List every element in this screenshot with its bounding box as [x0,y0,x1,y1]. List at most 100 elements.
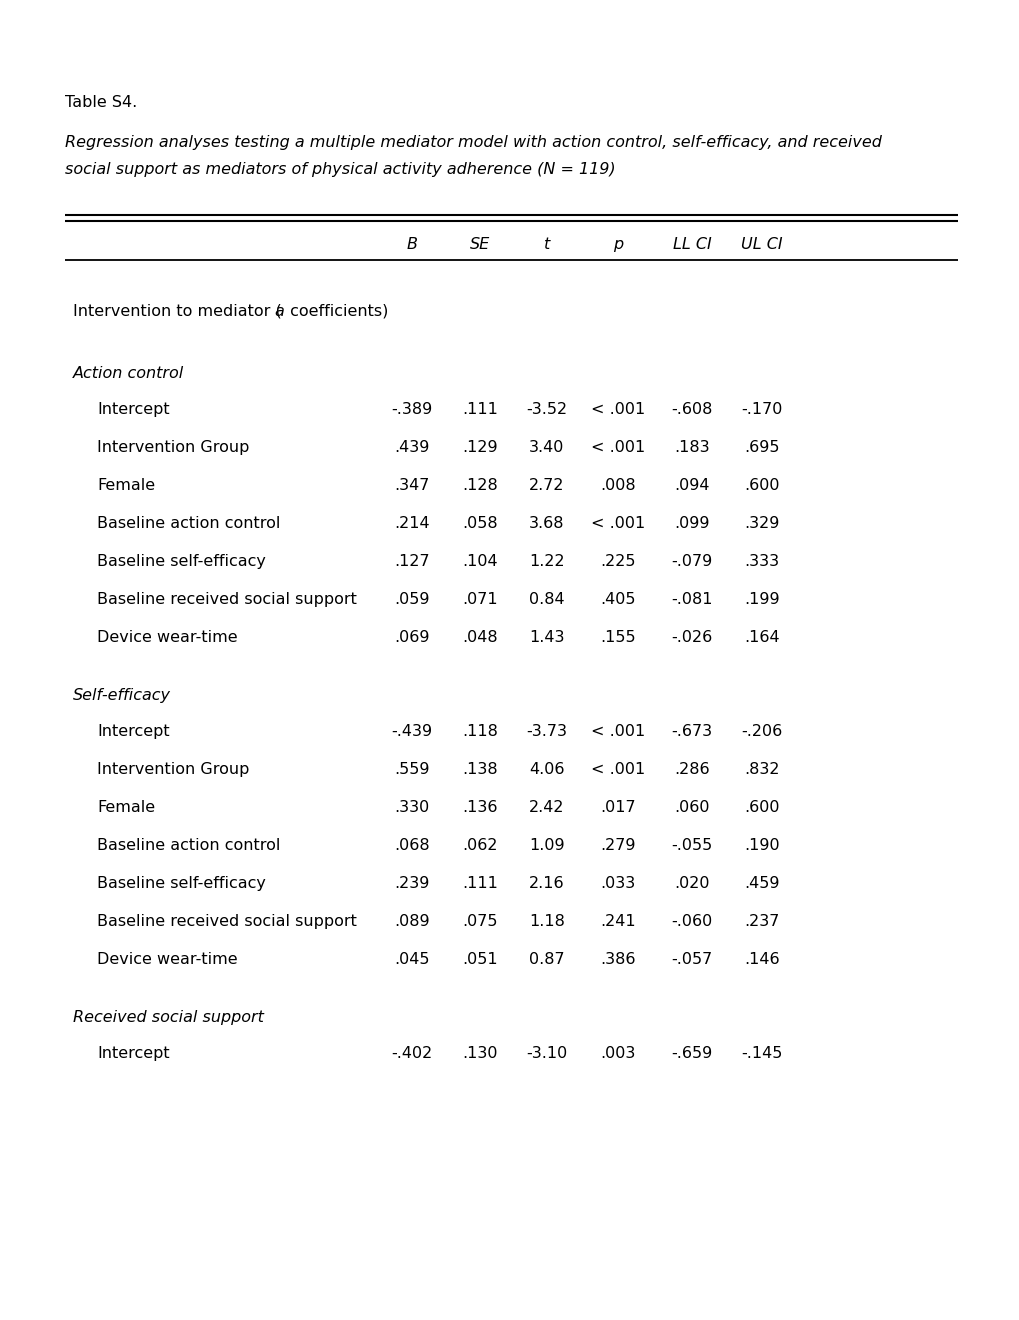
Text: .279: .279 [599,838,635,853]
Text: SE: SE [470,238,490,252]
Text: Female: Female [97,800,155,814]
Text: .060: .060 [674,800,709,814]
Text: a: a [274,304,283,319]
Text: .111: .111 [462,403,497,417]
Text: .199: .199 [744,591,780,607]
Text: .439: .439 [394,440,429,455]
Text: .214: .214 [393,516,429,531]
Text: LL CI: LL CI [672,238,710,252]
Text: 1.43: 1.43 [529,630,565,645]
Text: p: p [612,238,623,252]
Text: .068: .068 [393,838,429,853]
Text: Baseline action control: Baseline action control [97,838,280,853]
Text: t: t [543,238,549,252]
Text: .099: .099 [674,516,709,531]
Text: coefficients): coefficients) [284,304,388,319]
Text: Action control: Action control [73,366,184,381]
Text: Intervention Group: Intervention Group [97,762,249,777]
Text: Baseline received social support: Baseline received social support [97,591,357,607]
Text: Device wear-time: Device wear-time [97,630,237,645]
Text: -.060: -.060 [671,913,712,929]
Text: .832: .832 [744,762,779,777]
Text: social support as mediators of physical activity adherence (N = 119): social support as mediators of physical … [65,162,615,177]
Text: .286: .286 [674,762,709,777]
Text: -.145: -.145 [741,1045,782,1061]
Text: .136: .136 [462,800,497,814]
Text: 3.68: 3.68 [529,516,565,531]
Text: -3.73: -3.73 [526,723,567,739]
Text: .033: .033 [600,876,635,891]
Text: .008: .008 [599,478,635,492]
Text: -.079: -.079 [671,554,712,569]
Text: .130: .130 [462,1045,497,1061]
Text: .600: .600 [744,800,779,814]
Text: .600: .600 [744,478,779,492]
Text: .104: .104 [462,554,497,569]
Text: .062: .062 [462,838,497,853]
Text: Regression analyses testing a multiple mediator model with action control, self-: Regression analyses testing a multiple m… [65,135,881,150]
Text: .183: .183 [674,440,709,455]
Text: .559: .559 [394,762,429,777]
Text: .405: .405 [599,591,635,607]
Text: Self-efficacy: Self-efficacy [73,688,171,704]
Text: .347: .347 [394,478,429,492]
Text: Baseline action control: Baseline action control [97,516,280,531]
Text: .333: .333 [744,554,779,569]
Text: .059: .059 [394,591,429,607]
Text: .138: .138 [462,762,497,777]
Text: .045: .045 [394,952,429,968]
Text: -.608: -.608 [671,403,712,417]
Text: .020: .020 [674,876,709,891]
Text: -.026: -.026 [671,630,712,645]
Text: -.170: -.170 [741,403,782,417]
Text: 3.40: 3.40 [529,440,565,455]
Text: .048: .048 [462,630,497,645]
Text: .071: .071 [462,591,497,607]
Text: 0.84: 0.84 [529,591,565,607]
Text: .225: .225 [599,554,635,569]
Text: Device wear-time: Device wear-time [97,952,237,968]
Text: -.206: -.206 [741,723,782,739]
Text: .237: .237 [744,913,779,929]
Text: < .001: < .001 [590,516,644,531]
Text: .695: .695 [744,440,779,455]
Text: .146: .146 [744,952,780,968]
Text: .089: .089 [393,913,429,929]
Text: -3.10: -3.10 [526,1045,567,1061]
Text: Intercept: Intercept [97,723,169,739]
Text: .069: .069 [394,630,429,645]
Text: 1.09: 1.09 [529,838,565,853]
Text: 2.42: 2.42 [529,800,565,814]
Text: .386: .386 [599,952,635,968]
Text: 1.22: 1.22 [529,554,565,569]
Text: 2.72: 2.72 [529,478,565,492]
Text: .330: .330 [394,800,429,814]
Text: .129: .129 [462,440,497,455]
Text: -.659: -.659 [671,1045,712,1061]
Text: .190: .190 [744,838,780,853]
Text: -.055: -.055 [671,838,712,853]
Text: .058: .058 [462,516,497,531]
Text: -.439: -.439 [391,723,432,739]
Text: UL CI: UL CI [741,238,782,252]
Text: < .001: < .001 [590,440,644,455]
Text: Intervention to mediator (: Intervention to mediator ( [73,304,281,319]
Text: .051: .051 [462,952,497,968]
Text: .127: .127 [393,554,429,569]
Text: .017: .017 [599,800,635,814]
Text: .118: .118 [462,723,497,739]
Text: -.081: -.081 [671,591,712,607]
Text: .239: .239 [394,876,429,891]
Text: Baseline self-efficacy: Baseline self-efficacy [97,876,266,891]
Text: -.057: -.057 [671,952,712,968]
Text: 0.87: 0.87 [529,952,565,968]
Text: .128: .128 [462,478,497,492]
Text: 2.16: 2.16 [529,876,565,891]
Text: Baseline self-efficacy: Baseline self-efficacy [97,554,266,569]
Text: < .001: < .001 [590,762,644,777]
Text: .111: .111 [462,876,497,891]
Text: .003: .003 [600,1045,635,1061]
Text: .075: .075 [462,913,497,929]
Text: -.673: -.673 [671,723,712,739]
Text: < .001: < .001 [590,403,644,417]
